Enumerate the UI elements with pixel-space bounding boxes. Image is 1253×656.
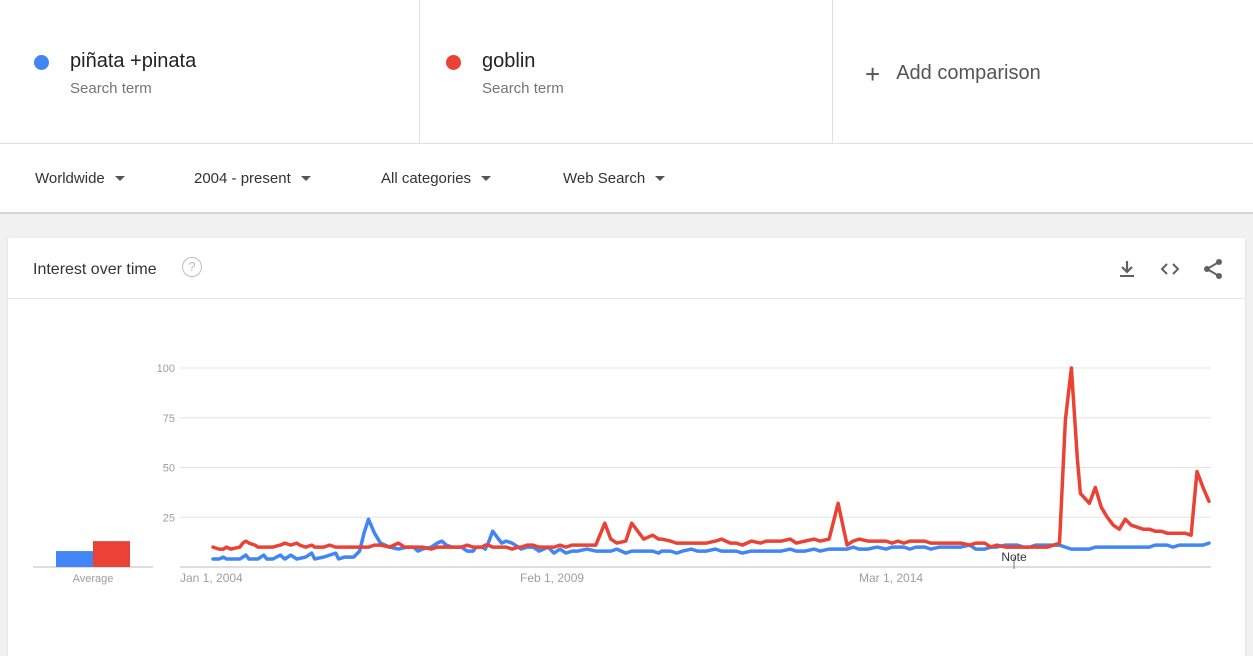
y-tick-label: 25 xyxy=(163,512,175,524)
term-2-name[interactable]: goblin xyxy=(482,50,536,72)
time-filter-label: 2004 - present xyxy=(194,170,291,187)
help-icon[interactable]: ? xyxy=(182,257,202,277)
caret-down-icon xyxy=(655,175,666,181)
term-1-name[interactable]: piñata +pinata xyxy=(70,50,197,72)
average-bar xyxy=(56,551,93,567)
x-tick-label: Jan 1, 2004 xyxy=(180,571,243,585)
caret-down-icon xyxy=(114,175,125,181)
y-tick-label: 100 xyxy=(157,363,175,375)
caret-down-icon xyxy=(481,175,492,181)
plus-icon: + xyxy=(865,58,881,89)
term-1-type: Search term xyxy=(70,80,152,97)
average-bar xyxy=(93,541,130,567)
x-tick-label: Mar 1, 2014 xyxy=(859,571,923,585)
y-tick-label: 50 xyxy=(163,463,175,475)
average-label: Average xyxy=(73,573,114,585)
search-term-1[interactable]: piñata +pinata Search term xyxy=(0,0,420,143)
download-icon[interactable] xyxy=(1115,257,1139,281)
search-terms-bar: piñata +pinata Search term goblin Search… xyxy=(0,0,1253,144)
card-title: Interest over time xyxy=(33,261,157,278)
term-1-color-dot xyxy=(34,55,49,70)
add-comparison-cell: + Add comparison xyxy=(833,0,1253,143)
region-filter[interactable]: Worldwide xyxy=(35,170,125,187)
add-comparison-label: Add comparison xyxy=(896,62,1041,84)
interest-over-time-card: Interest over time ? 25 50 75 100 Jan 1, 20… xyxy=(8,238,1245,656)
term-2-type: Search term xyxy=(482,80,564,97)
filters-bar: Worldwide 2004 - present All categories … xyxy=(0,144,1253,214)
interest-over-time-chart: 25 50 75 100 Jan 1, 2004 Feb 1, 2009 Mar 1, 2… xyxy=(33,363,1211,585)
y-tick-label: 75 xyxy=(163,413,175,425)
y-axis-labels: 25 50 75 100 xyxy=(157,363,175,524)
gridlines xyxy=(180,367,1211,568)
average-bars: Average xyxy=(33,541,153,585)
category-filter-label: All categories xyxy=(381,170,472,187)
search-term-2[interactable]: goblin Search term xyxy=(420,0,833,143)
series-lines xyxy=(211,366,1211,561)
x-axis-labels: Jan 1, 2004 Feb 1, 2009 Mar 1, 2014 xyxy=(180,571,923,585)
time-filter[interactable]: 2004 - present xyxy=(194,170,311,187)
category-filter[interactable]: All categories xyxy=(381,170,492,187)
caret-down-icon xyxy=(300,175,311,181)
add-comparison-button[interactable]: + Add comparison xyxy=(865,58,1041,89)
property-filter-label: Web Search xyxy=(563,170,646,187)
embed-icon[interactable] xyxy=(1158,257,1182,281)
note-marker: Note xyxy=(1001,550,1027,569)
region-filter-label: Worldwide xyxy=(35,170,105,187)
note-label: Note xyxy=(1001,550,1027,564)
property-filter[interactable]: Web Search xyxy=(563,170,666,187)
series-line-2 xyxy=(211,366,1211,551)
x-tick-label: Feb 1, 2009 xyxy=(520,571,584,585)
share-icon[interactable] xyxy=(1201,257,1225,281)
term-2-color-dot xyxy=(446,55,461,70)
card-divider xyxy=(8,298,1245,299)
